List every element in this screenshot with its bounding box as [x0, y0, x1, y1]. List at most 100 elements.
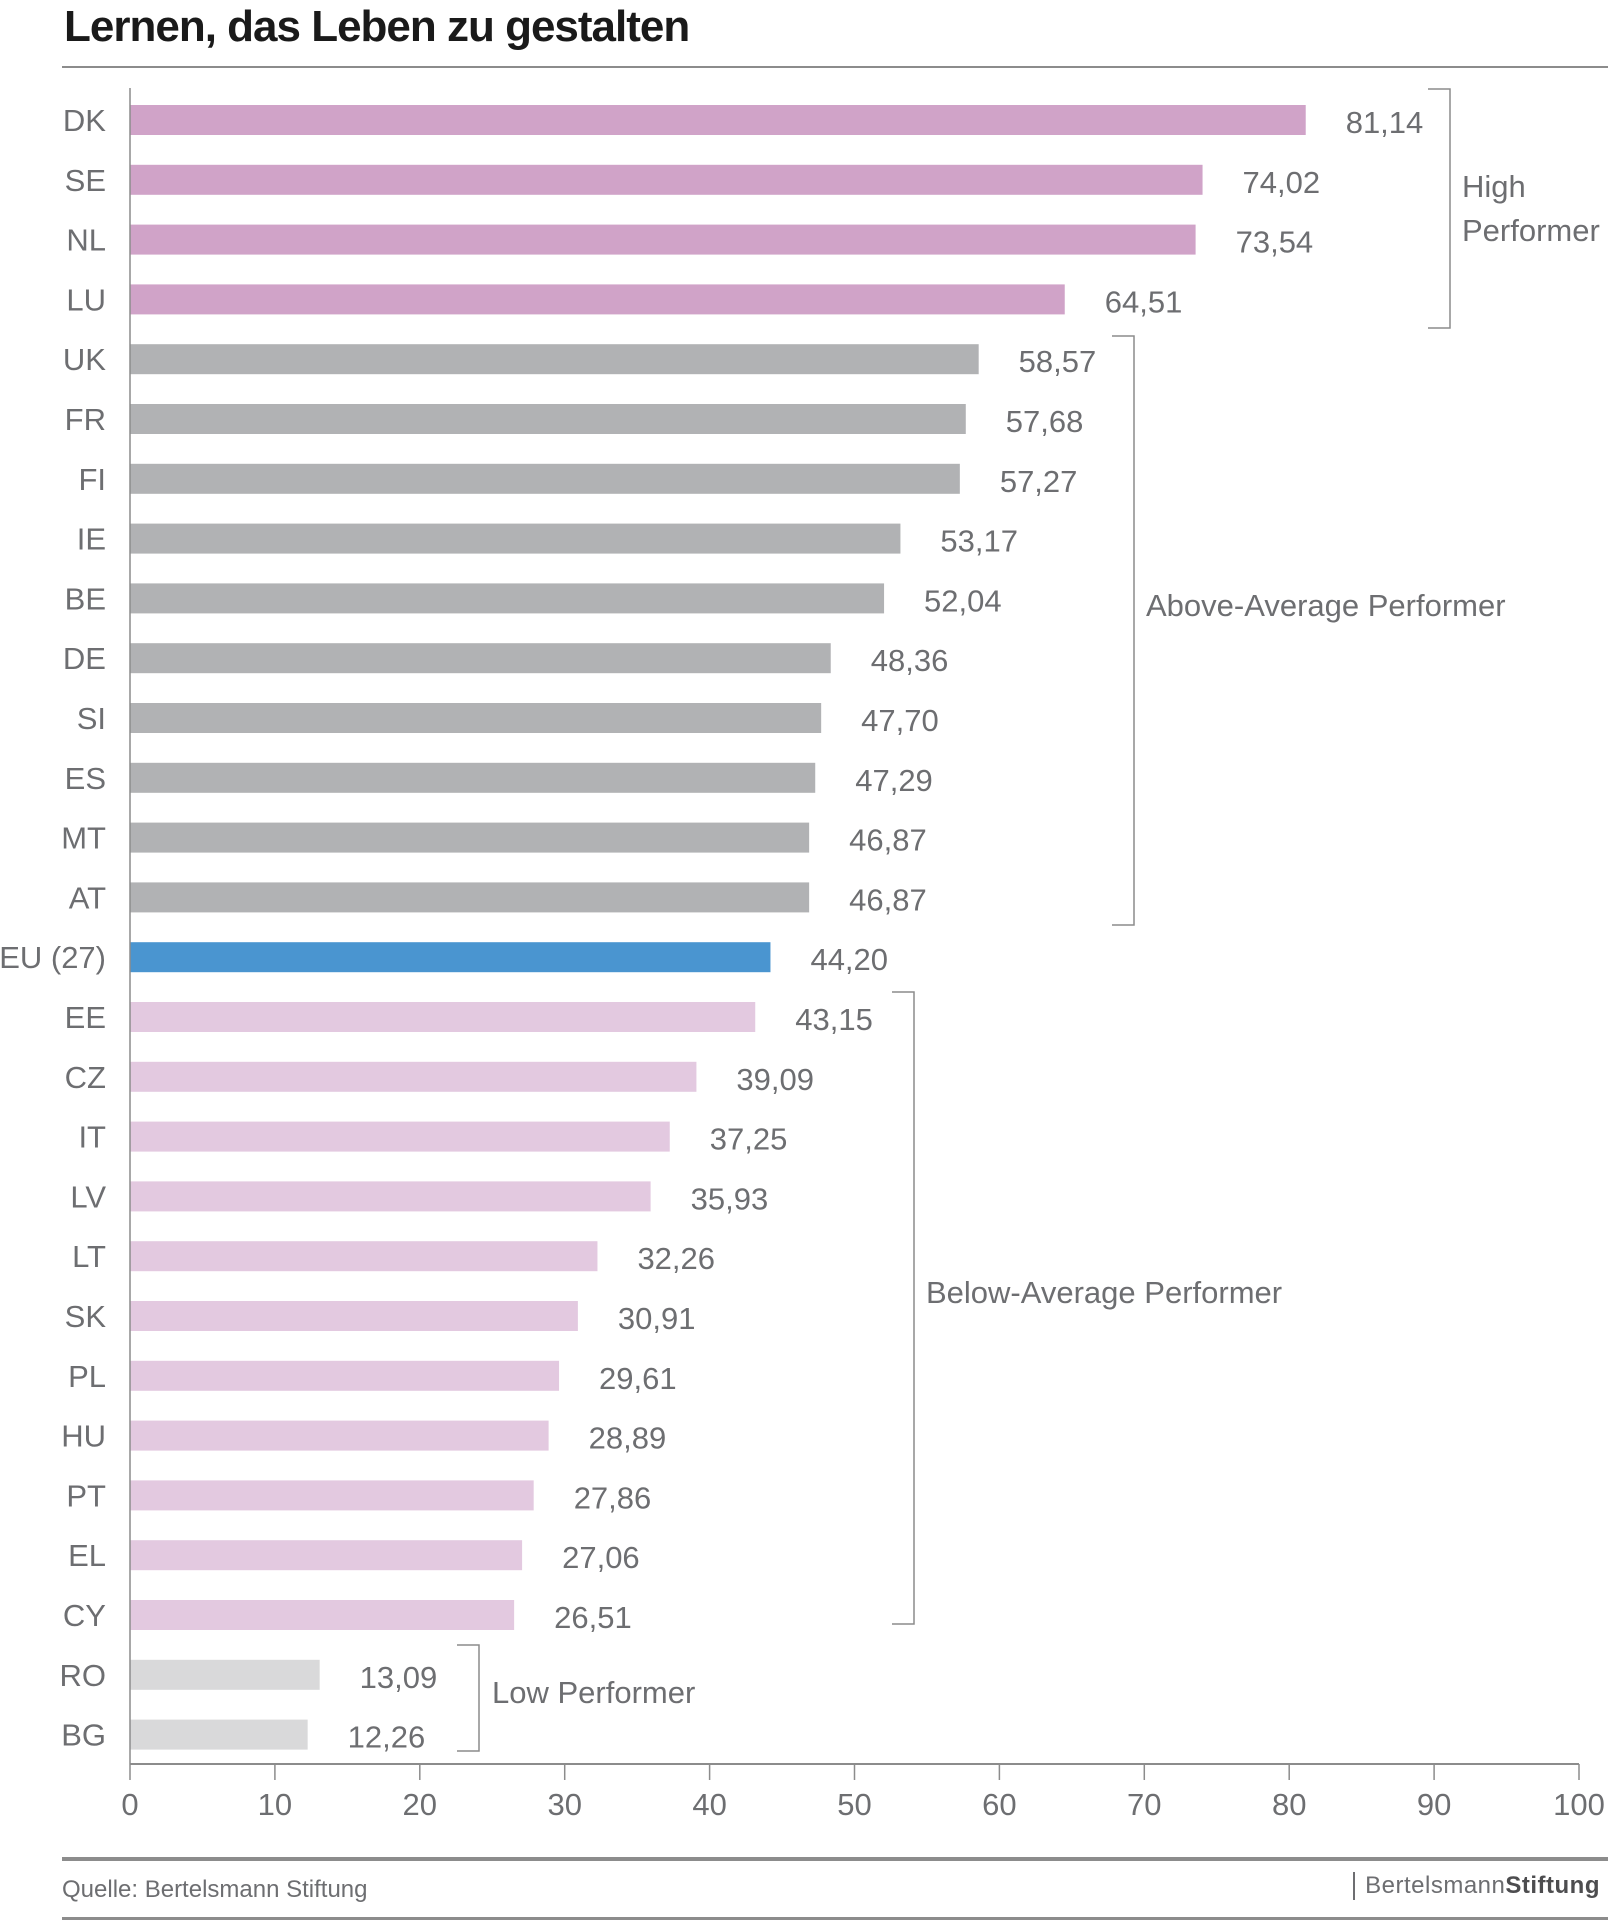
- value-label: 48,36: [871, 643, 949, 678]
- value-label: 46,87: [849, 882, 927, 917]
- value-label: 39,09: [736, 1062, 814, 1097]
- bar-eu27: [130, 942, 771, 973]
- value-label: 27,06: [562, 1540, 640, 1575]
- bar-de: [130, 643, 831, 674]
- bar-lu: [130, 284, 1065, 315]
- value-label: 32,26: [637, 1241, 715, 1276]
- category-label: LV: [70, 1179, 106, 1214]
- category-label: IE: [77, 522, 106, 557]
- value-label: 57,68: [1006, 404, 1084, 439]
- bar-dk: [130, 105, 1306, 135]
- group-bracket: [1428, 88, 1451, 329]
- bar-se: [130, 164, 1203, 195]
- value-label: 26,51: [554, 1600, 632, 1635]
- value-label: 58,57: [1019, 344, 1097, 379]
- x-tick-label: 40: [692, 1787, 726, 1822]
- bar-lt: [130, 1241, 598, 1272]
- value-label: 64,51: [1105, 284, 1183, 319]
- bar-ie: [130, 523, 901, 554]
- x-tick-label: 90: [1417, 1787, 1451, 1822]
- bar-pl: [130, 1360, 560, 1391]
- bar-it: [130, 1121, 670, 1152]
- bar-ee: [130, 1002, 756, 1032]
- category-label: UK: [63, 342, 106, 377]
- bar-uk: [130, 344, 979, 375]
- category-label: FR: [65, 402, 106, 437]
- value-label: 35,93: [691, 1181, 769, 1216]
- category-label: CY: [63, 1598, 106, 1633]
- bar-si: [130, 703, 822, 733]
- category-label: NL: [66, 223, 106, 258]
- category-label: CZ: [65, 1060, 106, 1095]
- category-label: LT: [72, 1239, 106, 1274]
- category-label: IT: [78, 1120, 106, 1155]
- bar-pt: [130, 1480, 534, 1511]
- bar-fi: [130, 463, 960, 494]
- x-tick-label: 30: [547, 1787, 581, 1822]
- group-label: Above-Average Performer: [1146, 588, 1506, 623]
- bar-lv: [130, 1181, 651, 1212]
- category-label: SE: [65, 163, 106, 198]
- category-label: BE: [65, 581, 106, 616]
- category-label: EE: [65, 1000, 106, 1035]
- category-label: AT: [69, 880, 106, 915]
- value-label: 53,17: [940, 524, 1018, 559]
- logo-text-2: Stiftung: [1505, 1872, 1600, 1899]
- value-label: 28,89: [589, 1421, 667, 1456]
- x-tick-label: 70: [1127, 1787, 1161, 1822]
- bar-be: [130, 583, 885, 614]
- value-label: 73,54: [1236, 225, 1314, 260]
- category-label: SK: [65, 1299, 107, 1334]
- bar-es: [130, 762, 816, 793]
- value-label: 74,02: [1243, 165, 1321, 200]
- value-label: 47,70: [861, 703, 939, 738]
- category-label: SI: [77, 701, 106, 736]
- category-label: BG: [61, 1718, 106, 1753]
- bar-bg: [130, 1719, 308, 1750]
- x-tick-label: 20: [403, 1787, 437, 1822]
- group-label: Performer: [1462, 213, 1600, 248]
- category-label: EU (27): [0, 940, 106, 975]
- category-label: LU: [66, 282, 106, 317]
- chart-title: Lernen, das Leben zu gestalten: [64, 2, 690, 51]
- category-label: MT: [61, 821, 106, 856]
- category-label: HU: [61, 1419, 106, 1454]
- category-label: PT: [66, 1478, 106, 1513]
- value-label: 47,29: [855, 763, 933, 798]
- x-tick-label: 80: [1272, 1787, 1306, 1822]
- x-tick-label: 0: [121, 1787, 138, 1822]
- category-label: DE: [63, 641, 106, 676]
- value-label: 12,26: [348, 1720, 426, 1755]
- group-bracket: [1112, 335, 1135, 926]
- value-label: 43,15: [795, 1002, 873, 1037]
- bertelsmann-logo: BertelsmannStiftung: [1353, 1872, 1600, 1900]
- category-label: DK: [63, 103, 106, 138]
- x-tick-label: 50: [837, 1787, 871, 1822]
- group-label: Low Performer: [492, 1675, 695, 1710]
- group-bracket: [457, 1644, 480, 1752]
- value-label: 37,25: [710, 1122, 788, 1157]
- bar-ro: [130, 1659, 320, 1690]
- bar-chart: DK 81,14 SE 74,02 NL 73,54 LU 64,51 UK 58,57 FR 57,…: [0, 88, 1605, 1822]
- bar-at: [130, 882, 810, 913]
- x-tick-label: 60: [982, 1787, 1016, 1822]
- x-tick-label: 10: [258, 1787, 292, 1822]
- bar-cz: [130, 1061, 697, 1092]
- group-label: Below-Average Performer: [926, 1275, 1282, 1310]
- bottom-divider: [62, 1917, 1608, 1920]
- value-label: 27,86: [574, 1480, 652, 1515]
- bar-cy: [130, 1600, 515, 1630]
- bar-hu: [130, 1420, 549, 1451]
- value-label: 29,61: [599, 1361, 677, 1396]
- bar-sk: [130, 1301, 578, 1331]
- value-label: 30,91: [618, 1301, 696, 1336]
- source-note: Quelle: Bertelsmann Stiftung: [62, 1876, 368, 1903]
- group-label: High: [1462, 169, 1526, 204]
- value-label: 13,09: [360, 1660, 438, 1695]
- bar-mt: [130, 822, 810, 853]
- category-label: RO: [60, 1658, 107, 1693]
- value-label: 52,04: [924, 583, 1002, 618]
- bar-el: [130, 1540, 523, 1571]
- group-bracket: [892, 991, 915, 1625]
- footer-divider: [62, 1857, 1608, 1861]
